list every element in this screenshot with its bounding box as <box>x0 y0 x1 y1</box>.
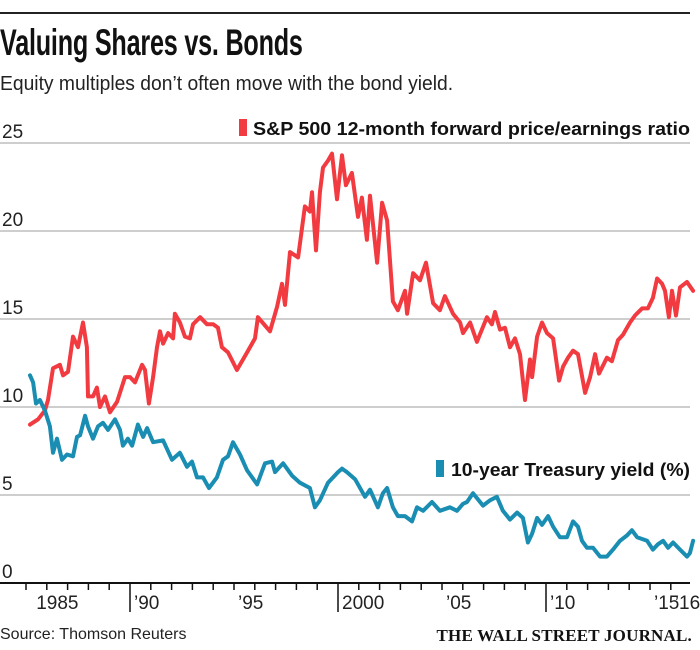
legend-swatch-yield <box>436 460 444 477</box>
x-tick-label: ’05 <box>446 593 471 614</box>
x-tick-label: ’15 <box>654 593 679 614</box>
series-lines <box>28 151 696 559</box>
legend-label-yield: 10-year Treasury yield (%) <box>451 459 690 480</box>
x-tick-label: ’10 <box>550 593 575 614</box>
y-tick-label: 0 <box>2 562 13 583</box>
top-rule <box>0 12 690 14</box>
y-tick-label: 20 <box>2 210 23 231</box>
x-axis: 1985 ’90 ’95 2000 ’05 ’10 ’15’16 <box>0 582 700 614</box>
treasury-yield-line <box>28 373 696 559</box>
chart-subtitle: Equity multiples don’t often move with t… <box>0 72 454 95</box>
gridlines <box>0 142 690 496</box>
x-tick-label: 2000 <box>342 593 384 614</box>
chart-title: Valuing Shares vs. Bonds <box>0 22 303 63</box>
x-tick-label: ’90 <box>134 593 159 614</box>
legend-swatch-pe <box>239 119 247 136</box>
y-axis-labels: 0 5 10 15 20 25 <box>2 122 23 583</box>
legend-pe: S&P 500 12-month forward price/earnings … <box>239 118 690 139</box>
source-note: Source: Thomson Reuters <box>0 626 187 643</box>
publisher-logo: THE WALL STREET JOURNAL. <box>436 626 692 645</box>
legend-yield: 10-year Treasury yield (%) <box>436 459 690 480</box>
legend-label-pe: S&P 500 12-month forward price/earnings … <box>253 118 690 139</box>
x-tick-label: ’95 <box>238 593 263 614</box>
y-tick-label: 15 <box>2 298 23 319</box>
pe-ratio-line <box>28 151 696 427</box>
x-tick-label: ’16 <box>675 593 700 614</box>
y-tick-label: 10 <box>2 386 23 407</box>
x-tick-label: 1985 <box>36 593 78 614</box>
y-tick-label: 25 <box>2 122 23 143</box>
y-tick-label: 5 <box>2 474 13 495</box>
